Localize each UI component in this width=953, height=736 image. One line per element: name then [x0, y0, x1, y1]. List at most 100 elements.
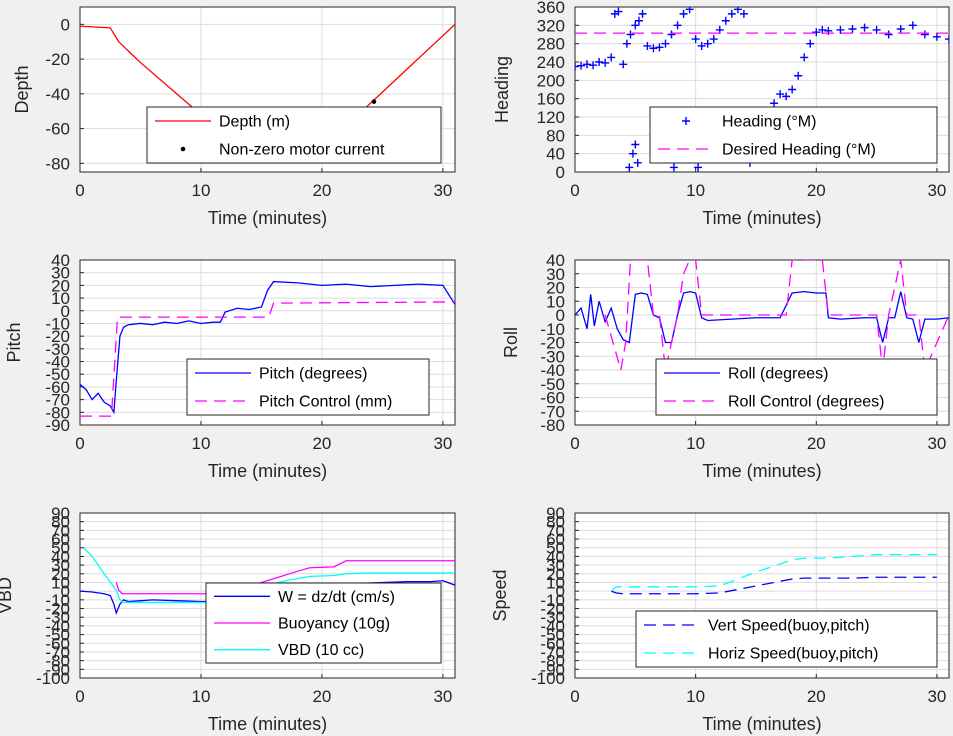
y-tick-label: -10: [45, 591, 70, 610]
series-group: [610, 554, 937, 595]
y-axis-label: Heading: [492, 56, 512, 123]
y-tick-label: 320: [537, 16, 565, 35]
series-marker: [619, 60, 628, 69]
x-tick-label: 20: [807, 687, 826, 706]
chart-panel-4: 0 10 20 30403020100-10-20-30-40-50-60-70-80…: [501, 251, 950, 481]
series-marker: [945, 35, 949, 44]
y-tick-label: -30: [540, 347, 565, 366]
y-tick-label: 0: [556, 163, 565, 182]
y-tick-label: -90: [540, 660, 565, 679]
x-tick-label: 10: [686, 687, 705, 706]
series-marker: [669, 163, 678, 172]
series-marker: [601, 58, 610, 67]
y-tick-label: -70: [45, 643, 70, 662]
x-tick-label: 0: [570, 687, 579, 706]
y-tick-label: -80: [540, 652, 565, 671]
series-marker: [634, 16, 643, 25]
series-marker: [631, 21, 640, 30]
y-axis-label: Roll: [501, 327, 521, 358]
y-tick-label: 60: [51, 530, 70, 549]
y-axis-label: Depth: [12, 65, 32, 113]
series-marker: [697, 41, 706, 50]
chart-panel-5: 0 10 20 309080706050403020100-10-20-30-40-5…: [0, 504, 456, 734]
series-marker: [595, 58, 604, 66]
series-marker: [703, 39, 712, 48]
y-tick-label: -50: [540, 626, 565, 645]
y-tick-label: 60: [546, 530, 565, 549]
y-tick-label: -60: [540, 634, 565, 653]
series-marker: [739, 9, 748, 18]
y-tick-label: -20: [540, 334, 565, 353]
legend-label: Pitch (degrees): [259, 366, 368, 383]
y-tick-label: -20: [540, 600, 565, 619]
series-marker: [709, 35, 718, 44]
chart-panel-1: 0 10 20 30 0 -20 -40 -60 -80 Time (minutes) Depth D…: [12, 6, 456, 228]
y-tick-label: -50: [45, 365, 70, 384]
series-line-1: [575, 290, 949, 344]
series-line-2: [115, 560, 455, 595]
y-tick-label: -30: [540, 608, 565, 627]
series-marker: [800, 53, 809, 62]
y-tick-label: -50: [540, 375, 565, 394]
axes-box: [79, 259, 456, 426]
axes-box: [79, 512, 456, 679]
series-marker: [673, 21, 682, 30]
x-tick-label: 20: [312, 434, 331, 453]
y-tick-label: -20: [45, 327, 70, 346]
series-marker: [860, 23, 869, 32]
series-marker: [694, 163, 703, 172]
y-tick-label: 30: [51, 264, 70, 283]
series-group: [575, 7, 949, 172]
y-tick-label: 30: [51, 556, 70, 575]
series-marker: [788, 85, 797, 94]
series-marker: [583, 60, 592, 69]
series-marker: [782, 92, 791, 101]
series-marker: [932, 32, 941, 41]
series-marker: [884, 30, 893, 39]
y-tick-label: -60: [540, 389, 565, 408]
legend: Heading (°M) Desired Heading (°M): [649, 106, 938, 164]
y-tick-label: -60: [45, 378, 70, 397]
y-tick-label: -40: [540, 617, 565, 636]
y-tick-label: 360: [537, 0, 565, 17]
series-marker: [633, 158, 642, 167]
series-marker: [679, 9, 688, 18]
y-tick-label: -100: [36, 669, 70, 688]
chart-panel-3: 0 10 20 30403020100-10-20-30-40-50-60-70-80…: [4, 251, 456, 481]
y-axis-label: Pitch: [4, 322, 24, 362]
y-tick-label: 0: [556, 582, 565, 601]
legend-swatch: [682, 117, 690, 125]
y-tick-label: -80: [45, 154, 70, 173]
y-tick-label: -30: [45, 340, 70, 359]
legend: W = dz/dt (cm/s) Buoyancy (10g) VBD (10 cc…: [205, 582, 442, 664]
legend-label: Roll Control (degrees): [728, 394, 885, 411]
series-marker: [577, 61, 586, 70]
x-tick-label: 30: [433, 181, 452, 200]
series-marker: [661, 39, 670, 48]
x-axis-label: Time (minutes): [208, 208, 327, 228]
x-tick-label: 0: [75, 181, 84, 200]
legend-label: Non-zero motor current: [219, 142, 385, 159]
series-marker: [667, 30, 676, 39]
series-marker: [727, 9, 736, 18]
series-marker: [896, 25, 905, 33]
y-tick-label: 30: [546, 265, 565, 284]
y-tick-label: 40: [546, 251, 565, 270]
x-axis-label: Time (minutes): [208, 461, 327, 481]
x-tick-label: 20: [807, 181, 826, 200]
x-tick-label: 30: [433, 434, 452, 453]
series-marker: [607, 53, 616, 62]
series-marker: [721, 16, 730, 25]
y-tick-label: 20: [51, 565, 70, 584]
x-tick-label: 0: [570, 434, 579, 453]
y-tick-label: 10: [51, 289, 70, 308]
y-tick-label: 20: [51, 276, 70, 295]
series-group: [80, 280, 455, 417]
series-marker: [920, 30, 929, 39]
y-tick-label: -90: [45, 660, 70, 679]
y-tick-label: -60: [45, 634, 70, 653]
y-tick-label: 200: [537, 71, 565, 90]
series-marker: [685, 7, 694, 14]
x-tick-label: 0: [570, 181, 579, 200]
